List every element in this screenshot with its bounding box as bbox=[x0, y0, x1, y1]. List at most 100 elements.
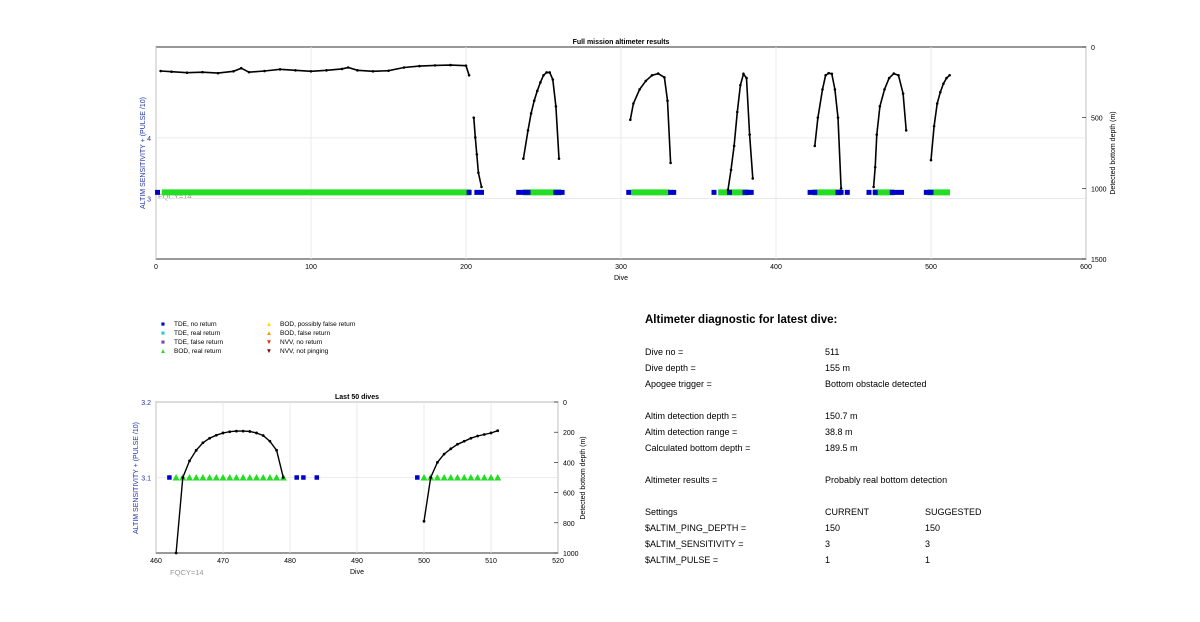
x-tick-label: 200 bbox=[460, 264, 472, 271]
bod-real-return-band bbox=[927, 189, 951, 196]
marker-legend: ■ TDE, no return ■ TDE, real return ■ TDE, fa… bbox=[158, 321, 378, 361]
tde-no-return-marker bbox=[807, 189, 813, 195]
bottom-depth-point bbox=[887, 76, 891, 80]
diagnostic-label: Dive depth = bbox=[645, 363, 696, 373]
bottom-depth-point bbox=[629, 118, 632, 122]
bottom-depth-point bbox=[281, 476, 285, 479]
bod-real-return-marker bbox=[467, 474, 475, 481]
x-tick-label: 100 bbox=[305, 264, 317, 271]
bottom-depth-point bbox=[948, 73, 951, 77]
diagnostic-suggested: SUGGESTED bbox=[925, 507, 982, 517]
bod-real-return-marker bbox=[212, 474, 220, 481]
bottom-depth-point bbox=[255, 431, 258, 435]
tde-no-return-marker bbox=[668, 189, 674, 195]
tde-no-return-marker bbox=[812, 189, 818, 195]
bottom-depth-point bbox=[241, 429, 245, 433]
y2-axis-label: Detected bottom depth (m) bbox=[580, 436, 587, 519]
bottom-depth-point bbox=[263, 69, 266, 73]
legend-label: TDE, no return bbox=[174, 321, 217, 328]
bod-real-return-band bbox=[631, 189, 670, 196]
y2-tick-label: 600 bbox=[563, 491, 575, 498]
legend-item: ▲ BOD, real return bbox=[158, 348, 222, 355]
legend-label: BOD, possibly false return bbox=[280, 321, 356, 328]
legend-item: ▼ NVV, no return bbox=[264, 339, 323, 346]
tde-no-return-marker bbox=[466, 189, 472, 195]
y-axis-label: ALTIM SENSITIVITY + (PULSE /10) bbox=[133, 422, 140, 534]
bottom-depth-point bbox=[476, 434, 479, 438]
diagnostic-label: Altim detection range = bbox=[645, 427, 738, 437]
legend-item: ▼ NVV, not pinging bbox=[264, 348, 328, 355]
diagnostic-label: Apogee trigger = bbox=[645, 379, 712, 389]
bottom-depth-point bbox=[726, 188, 730, 192]
bottom-depth-point bbox=[542, 73, 545, 77]
bottom-depth-point bbox=[897, 73, 900, 77]
tde-no-return-marker bbox=[727, 189, 732, 195]
bod-real-return-marker bbox=[259, 474, 267, 481]
x-tick-label: 600 bbox=[1080, 264, 1092, 271]
legend-label: TDE, false return bbox=[174, 339, 224, 346]
bottom-depth-point bbox=[268, 439, 272, 443]
bottom-depth-point bbox=[551, 78, 555, 81]
bottom-depth-point bbox=[632, 102, 635, 105]
bottom-depth-point bbox=[480, 185, 483, 189]
legend-label: BOD, false return bbox=[280, 330, 331, 337]
y2-tick-label: 1000 bbox=[1091, 186, 1107, 193]
bottom-depth-point bbox=[449, 447, 453, 451]
bottom-depth-point bbox=[239, 66, 243, 70]
bod-real-return-band bbox=[718, 189, 749, 196]
bod-real-return-band bbox=[873, 189, 895, 196]
bod-real-return-marker bbox=[219, 474, 227, 481]
bottom-depth-point bbox=[181, 476, 185, 479]
bottom-depth-point bbox=[669, 161, 672, 165]
bottom-depth-point bbox=[536, 89, 539, 93]
bottom-depth-point bbox=[436, 461, 439, 464]
bottom-depth-line bbox=[160, 64, 470, 76]
y-tick-label: 3 bbox=[147, 196, 151, 203]
x-tick-label: 490 bbox=[351, 558, 363, 565]
x-tick-label: 500 bbox=[925, 264, 937, 271]
bottom-depth-point bbox=[464, 64, 468, 67]
bottom-depth-point bbox=[872, 185, 875, 189]
diagnostic-label: $ALTIM_SENSITIVITY = bbox=[645, 539, 744, 549]
bottom-depth-point bbox=[554, 105, 558, 108]
tde-no-return-marker bbox=[520, 189, 526, 195]
tde-no-return-marker bbox=[516, 189, 522, 195]
diagnostic-label: Dive no = bbox=[645, 347, 684, 357]
diagnostic-value: 150.7 m bbox=[825, 411, 858, 421]
tde-no-return-marker bbox=[742, 189, 748, 195]
bod-real-return-marker bbox=[199, 474, 207, 481]
x-axis-label: Dive bbox=[350, 569, 364, 576]
tde-no-return-marker bbox=[844, 189, 850, 195]
bottom-depth-point bbox=[309, 70, 313, 73]
diagnostic-suggested: 3 bbox=[925, 539, 931, 549]
bod-real-return-marker bbox=[172, 474, 180, 481]
bottom-depth-point bbox=[901, 92, 905, 95]
bottom-depth-point bbox=[878, 105, 882, 108]
diagnostic-value: 511 bbox=[825, 347, 840, 357]
bottom-depth-point bbox=[346, 66, 350, 69]
triangle-up-marker-icon: ▲ bbox=[265, 330, 273, 337]
y2-tick-label: 1000 bbox=[563, 551, 579, 558]
bottom-depth-point bbox=[422, 519, 426, 523]
bod-real-return-marker bbox=[186, 474, 193, 481]
diagnostic-suggested: 150 bbox=[925, 523, 941, 533]
tde-no-return-marker bbox=[626, 189, 632, 195]
bottom-depth-point bbox=[356, 69, 359, 72]
bottom-depth-point bbox=[278, 68, 282, 71]
x-axis-label: Dive bbox=[614, 275, 628, 282]
bottom-depth-point bbox=[325, 69, 328, 72]
bottom-depth-point bbox=[742, 72, 745, 76]
triangle-down-marker-icon: ▼ bbox=[265, 348, 273, 355]
bottom-depth-point bbox=[821, 88, 824, 91]
x-tick-label: 500 bbox=[418, 558, 430, 565]
legend-label: BOD, real return bbox=[174, 348, 222, 355]
y2-tick-label: 0 bbox=[563, 400, 567, 407]
y2-tick-label: 1500 bbox=[1091, 257, 1107, 264]
diagnostic-label: $ALTIM_PING_DEPTH = bbox=[645, 523, 747, 533]
legend-label: NVV, no return bbox=[280, 339, 323, 346]
diagnostic-suggested: 1 bbox=[925, 555, 931, 565]
y2-tick-label: 200 bbox=[563, 430, 575, 437]
bottom-depth-point bbox=[666, 99, 669, 103]
bottom-depth-point bbox=[472, 116, 476, 119]
square-marker-icon: ■ bbox=[161, 321, 165, 328]
